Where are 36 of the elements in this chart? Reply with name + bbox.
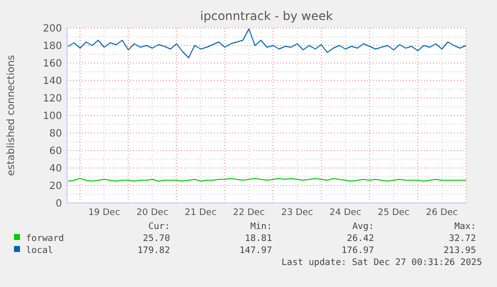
y-tick-label: 200	[42, 24, 62, 34]
text: Avg:	[352, 222, 374, 232]
y-tick-label: 80	[49, 128, 62, 140]
text: 18.81	[244, 234, 272, 244]
x-tick-label: 21 Dec	[184, 208, 217, 218]
text: 32.72	[448, 234, 476, 244]
text: Last update: Sat Dec 27 00:31:26 2025	[282, 258, 482, 268]
y-tick-label: 60	[49, 146, 62, 157]
text: 176.97	[341, 246, 374, 256]
text: 25.70	[142, 234, 170, 244]
text: Cur:	[148, 222, 170, 232]
y-tick-label: 180	[42, 41, 62, 52]
y-tick-label: 40	[49, 164, 62, 174]
x-tick-label: 26 Dec	[426, 208, 458, 218]
legend-label: forward	[26, 234, 64, 244]
y-tick-label: 0	[56, 198, 62, 210]
x-tick-label: 23 Dec	[281, 208, 314, 218]
x-tick-label: 19 Dec	[88, 208, 120, 218]
text: Min:	[250, 222, 272, 232]
y-tick-label: 20	[49, 181, 62, 192]
chart-title: ipconntrack - by week	[200, 9, 333, 23]
x-tick-label: 20 Dec	[136, 208, 168, 218]
y-tick-label: 100	[42, 111, 62, 122]
x-tick-label: 24 Dec	[330, 208, 362, 218]
y-tick-label: 120	[42, 94, 62, 104]
y-tick-label: 160	[42, 58, 62, 70]
legend-label: local	[26, 246, 54, 256]
y-tick-label: 140	[42, 76, 62, 87]
text: 179.82	[137, 246, 170, 256]
y-axis-title: established connections	[6, 55, 17, 176]
x-tick-label: 25 Dec	[378, 208, 410, 218]
text: 147.97	[239, 246, 272, 256]
x-tick-label: 22 Dec	[233, 208, 265, 218]
text: 26.42	[346, 234, 374, 244]
text: Max:	[454, 222, 476, 232]
text: 213.95	[443, 246, 476, 256]
